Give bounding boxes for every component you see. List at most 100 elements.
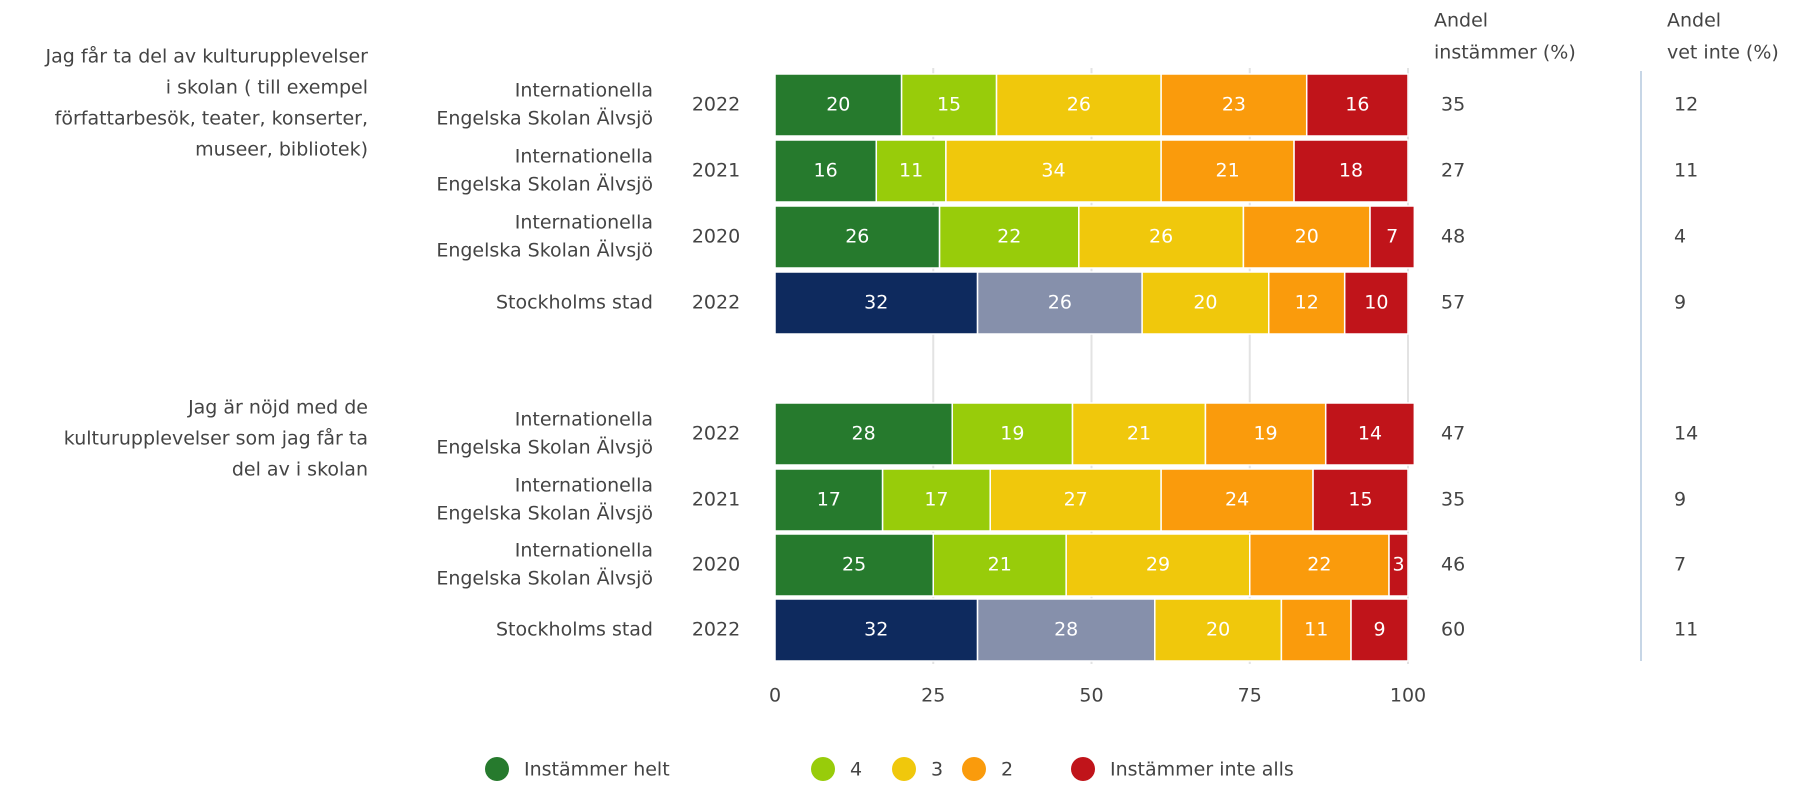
bar-segment <box>774 598 979 662</box>
category-label: Stockholms stad <box>496 619 653 641</box>
value-label: 3 <box>1392 554 1404 576</box>
value-label: 22 <box>1307 554 1331 576</box>
bar-segment <box>1160 468 1314 532</box>
category-label: Engelska Skolan Älvsjö <box>436 567 653 590</box>
x-tick-label: 50 <box>1079 685 1103 707</box>
bar-segment <box>1078 205 1245 269</box>
group-label: del av i skolan <box>232 459 368 481</box>
value-label: 24 <box>1225 489 1249 511</box>
x-tick-label: 0 <box>769 685 781 707</box>
value-label: 16 <box>814 160 838 182</box>
legend-marker <box>1071 757 1095 781</box>
value-label: 10 <box>1364 292 1388 314</box>
value-label: 25 <box>842 554 866 576</box>
value-label: 18 <box>1339 160 1363 182</box>
category-label: Stockholms stad <box>496 292 653 314</box>
year-label: 2020 <box>692 554 740 576</box>
bar-segment <box>1141 271 1270 335</box>
column-value: 4 <box>1674 226 1686 248</box>
bar-segment <box>1204 402 1327 466</box>
value-label: 20 <box>826 94 850 116</box>
group-label: Jag får ta del av kulturupplevelser <box>45 45 369 68</box>
bar-segment <box>1293 139 1409 203</box>
category-label: Internationella <box>515 540 653 562</box>
bar-segment <box>1071 402 1207 466</box>
value-label: 12 <box>1295 292 1319 314</box>
category-label: Internationella <box>515 212 653 234</box>
category-label: Internationella <box>515 409 653 431</box>
bar-segment <box>1369 205 1416 269</box>
legend-label: Instämmer inte alls <box>1110 759 1294 781</box>
category-label: Engelska Skolan Älvsjö <box>436 502 653 525</box>
column-value: 35 <box>1441 489 1465 511</box>
value-label: 19 <box>1000 423 1024 445</box>
legend-label: 4 <box>850 759 862 781</box>
bar-segment <box>774 73 903 137</box>
category-label: Internationella <box>515 475 653 497</box>
x-tick-label: 100 <box>1390 685 1426 707</box>
column-value: 9 <box>1674 292 1686 314</box>
value-label: 16 <box>1345 94 1369 116</box>
legend-label: 3 <box>931 759 943 781</box>
column-value: 27 <box>1441 160 1465 182</box>
bar-segment <box>989 468 1162 532</box>
bar-segment <box>1280 598 1352 662</box>
year-label: 2021 <box>692 160 740 182</box>
legend-marker <box>962 757 986 781</box>
group-label: Jag är nöjd med de <box>187 397 368 419</box>
value-label: 14 <box>1358 423 1382 445</box>
value-label: 11 <box>899 160 923 182</box>
bar-segment <box>774 402 953 466</box>
value-label: 26 <box>1067 94 1091 116</box>
value-label: 26 <box>1149 226 1173 248</box>
value-label: 28 <box>1054 619 1078 641</box>
value-label: 22 <box>997 226 1021 248</box>
bar-segment <box>1154 598 1283 662</box>
x-tick-label: 75 <box>1238 685 1262 707</box>
column-title: Andel <box>1434 10 1488 32</box>
year-label: 2022 <box>692 292 740 314</box>
column-value: 60 <box>1441 619 1465 641</box>
value-label: 29 <box>1146 554 1170 576</box>
column-value: 57 <box>1441 292 1465 314</box>
column-value: 46 <box>1441 554 1465 576</box>
value-label: 17 <box>924 489 948 511</box>
value-label: 15 <box>937 94 961 116</box>
value-label: 23 <box>1222 94 1246 116</box>
legend-label: Instämmer helt <box>524 759 670 781</box>
column-value: 11 <box>1674 160 1698 182</box>
value-label: 26 <box>1048 292 1072 314</box>
value-label: 20 <box>1295 226 1319 248</box>
legend-marker <box>485 757 509 781</box>
group-label: kulturupplevelser som jag får ta <box>64 427 368 450</box>
bar-segment <box>1388 533 1409 597</box>
year-label: 2022 <box>692 619 740 641</box>
value-label: 21 <box>988 554 1012 576</box>
group-label: författarbesök, teater, konserter, <box>55 108 368 130</box>
bar-segment <box>976 271 1143 335</box>
column-value: 7 <box>1674 554 1686 576</box>
column-title: instämmer (%) <box>1434 42 1576 64</box>
column-value: 11 <box>1674 619 1698 641</box>
bar-segment <box>1249 533 1390 597</box>
value-label: 17 <box>817 489 841 511</box>
column-value: 35 <box>1441 94 1465 116</box>
bar-segment <box>1350 598 1409 662</box>
value-label: 32 <box>864 619 888 641</box>
column-value: 47 <box>1441 423 1465 445</box>
bar-segment <box>881 468 991 532</box>
value-label: 32 <box>864 292 888 314</box>
bar-segment <box>1343 271 1409 335</box>
bar-segment <box>995 73 1162 137</box>
category-label: Internationella <box>515 146 653 168</box>
value-label: 34 <box>1041 160 1065 182</box>
bar-segment <box>900 73 998 137</box>
legend-label: 2 <box>1001 759 1013 781</box>
bar-segment <box>1324 402 1416 466</box>
category-label: Engelska Skolan Älvsjö <box>436 107 653 130</box>
category-label: Engelska Skolan Älvsjö <box>436 173 653 196</box>
category-label: Engelska Skolan Älvsjö <box>436 436 653 459</box>
value-label: 28 <box>852 423 876 445</box>
bar-segment <box>1312 468 1409 532</box>
value-label: 27 <box>1064 489 1088 511</box>
